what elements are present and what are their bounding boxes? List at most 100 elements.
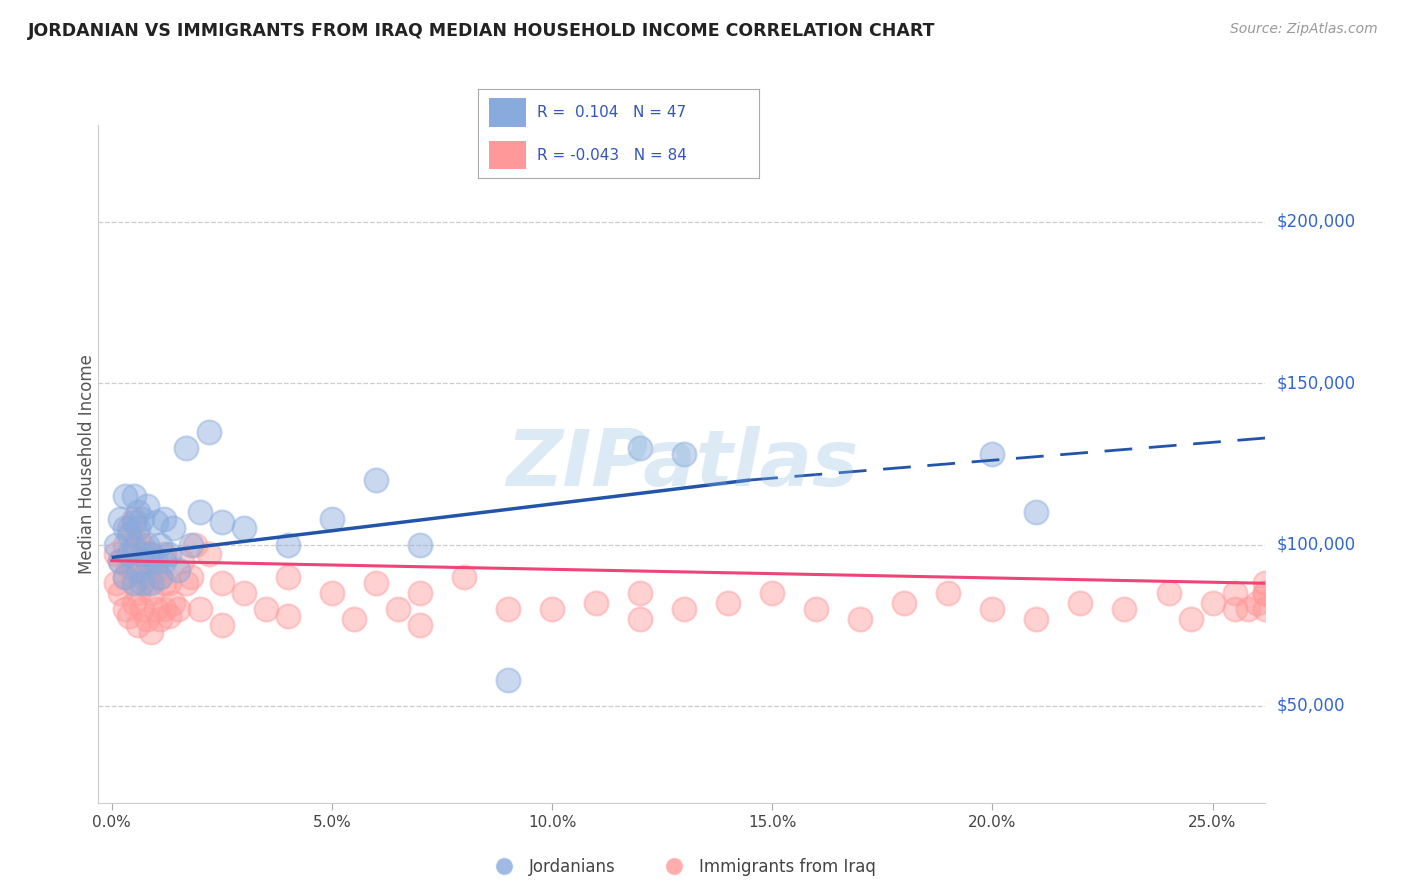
Point [153,576,176,591]
Point [149,570,172,584]
Point [114,537,136,551]
Point [277,537,299,551]
Point [135,576,157,591]
Point [409,586,432,600]
Point [277,608,299,623]
Point [180,537,202,551]
Text: $200,000: $200,000 [1277,212,1357,231]
Point [936,586,959,600]
Point [162,596,184,610]
Point [105,576,128,591]
FancyBboxPatch shape [489,141,526,169]
Point [153,554,176,568]
Point [1157,586,1180,600]
Point [127,586,149,600]
Point [1254,602,1277,616]
Point [145,554,167,568]
Point [122,596,145,610]
Point [628,586,651,600]
Point [211,515,233,529]
Point [806,602,828,616]
Point [118,560,141,574]
Text: $100,000: $100,000 [1277,535,1357,554]
Point [188,602,211,616]
Point [254,602,277,616]
Point [127,521,149,535]
Legend: Jordanians, Immigrants from Iraq: Jordanians, Immigrants from Iraq [481,851,883,882]
Point [131,602,153,616]
Point [149,570,172,584]
Point [673,447,696,461]
Point [1254,576,1277,591]
Point [409,537,432,551]
Point [105,547,128,561]
Point [114,602,136,616]
Point [1223,586,1246,600]
Point [981,602,1004,616]
Point [131,547,153,561]
Point [1236,602,1258,616]
Point [1069,596,1091,610]
Point [211,576,233,591]
Point [135,612,157,626]
Point [118,608,141,623]
Point [849,612,872,626]
Point [141,547,163,561]
Point [232,586,254,600]
Point [157,608,180,623]
Point [387,602,409,616]
Point [149,537,172,551]
Point [122,541,145,555]
Point [211,618,233,632]
Point [127,563,149,577]
Point [157,547,180,561]
Point [141,586,163,600]
Point [628,612,651,626]
Point [1246,596,1268,610]
Point [496,602,519,616]
Text: R =  0.104   N = 47: R = 0.104 N = 47 [537,105,686,120]
Point [122,489,145,503]
Point [153,602,176,616]
Point [114,489,136,503]
Point [1254,586,1277,600]
Y-axis label: Median Household Income: Median Household Income [79,354,96,574]
Point [157,576,180,591]
Point [118,547,141,561]
Point [110,554,132,568]
Point [496,673,519,687]
Point [145,515,167,529]
Point [343,612,366,626]
Point [321,586,343,600]
Point [114,570,136,584]
Point [197,547,219,561]
Point [1254,586,1277,600]
Point [541,602,564,616]
Point [184,537,207,551]
Point [1201,596,1223,610]
Point [135,537,157,551]
Point [141,624,163,639]
Point [162,521,184,535]
Point [981,447,1004,461]
Point [141,576,163,591]
Point [105,537,128,551]
Point [135,547,157,561]
Point [321,512,343,526]
Text: JORDANIAN VS IMMIGRANTS FROM IRAQ MEDIAN HOUSEHOLD INCOME CORRELATION CHART: JORDANIAN VS IMMIGRANTS FROM IRAQ MEDIAN… [28,22,935,40]
Text: R = -0.043   N = 84: R = -0.043 N = 84 [537,148,688,162]
Point [585,596,607,610]
Point [149,612,172,626]
Point [114,521,136,535]
Point [127,554,149,568]
Point [197,425,219,439]
Point [188,505,211,519]
Point [122,576,145,591]
Point [1025,612,1047,626]
Point [409,618,432,632]
Point [131,576,153,591]
Point [131,570,153,584]
Point [180,570,202,584]
Point [122,512,145,526]
Point [118,528,141,542]
